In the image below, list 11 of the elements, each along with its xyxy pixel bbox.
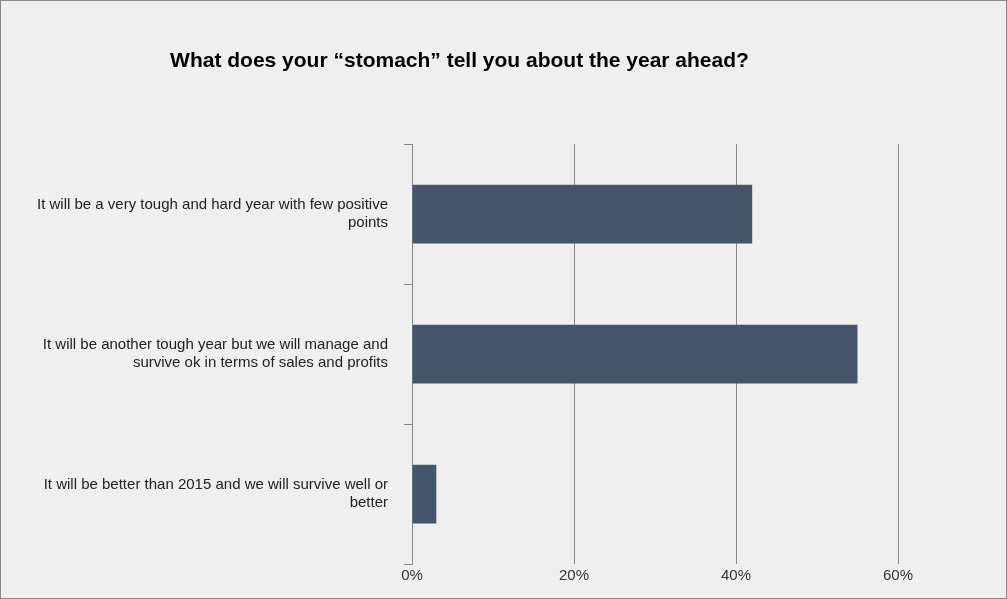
x-tick-label: 40% bbox=[720, 566, 752, 584]
bar bbox=[412, 324, 858, 384]
chart-title: What does your “stomach” tell you about the year ahead? bbox=[170, 48, 749, 72]
x-tick-label: 20% bbox=[558, 566, 590, 584]
bar bbox=[412, 184, 753, 244]
y-tick-label: It will be another tough year but we will manage and survive ok in terms of sales and profits bbox=[42, 335, 389, 371]
x-tick-label: 0% bbox=[401, 566, 423, 584]
x-tick-label: 60% bbox=[882, 566, 914, 584]
y-tick-label: It will be a very tough and hard year with few positive points bbox=[37, 195, 389, 231]
y-tick-label: It will be better than 2015 and we will survive well or better bbox=[43, 475, 389, 511]
bar bbox=[412, 464, 437, 524]
